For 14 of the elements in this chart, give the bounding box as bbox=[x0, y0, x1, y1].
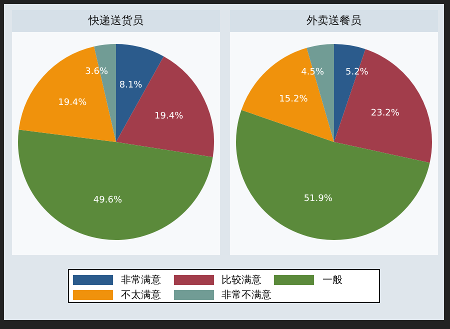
legend-label: 比较满意 bbox=[222, 274, 262, 286]
data-label: 49.6% bbox=[93, 196, 122, 206]
chart-title: 外卖送餐员 bbox=[230, 10, 438, 32]
data-label: 8.1% bbox=[119, 80, 143, 90]
data-label: 51.9% bbox=[304, 194, 333, 204]
legend-label: 非常满意 bbox=[121, 274, 161, 286]
legend-label: 非常不满意 bbox=[222, 288, 272, 302]
data-label: 15.2% bbox=[279, 94, 308, 105]
data-label: 19.4% bbox=[58, 98, 88, 108]
chart-title: 快递送货员 bbox=[12, 10, 220, 32]
data-label: 19.4% bbox=[154, 112, 184, 122]
data-label: 23.2% bbox=[370, 108, 400, 118]
legend-label: 不太满意 bbox=[121, 288, 161, 302]
legend-label: 一般 bbox=[322, 274, 342, 286]
